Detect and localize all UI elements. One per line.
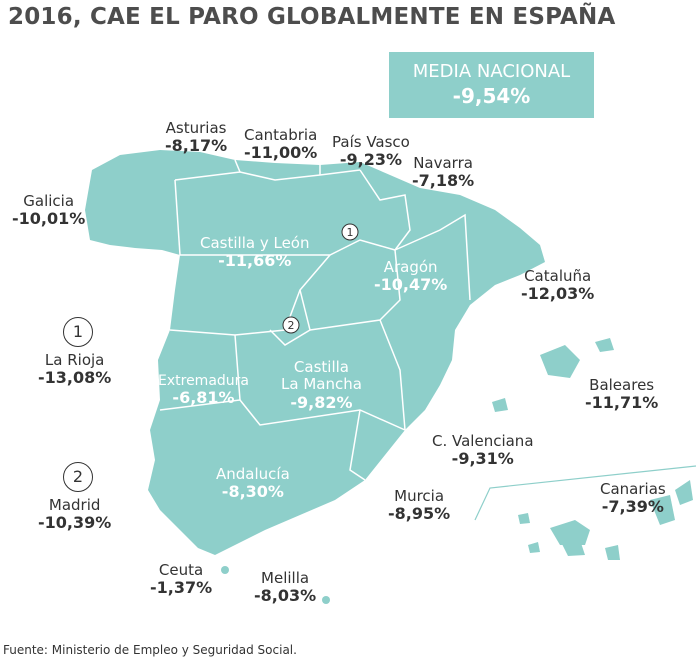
ceuta-dot bbox=[221, 566, 229, 574]
canarias-islands bbox=[518, 480, 693, 560]
label-murcia: Murcia -8,95% bbox=[388, 487, 451, 524]
page-title: 2016, CAE EL PARO GLOBALMENTE EN ESPAÑA bbox=[8, 4, 616, 30]
label-ceuta: Ceuta -1,37% bbox=[150, 561, 213, 598]
label-aragon: Aragón -10,47% bbox=[374, 258, 448, 295]
label-castilla-leon: Castilla y León -11,66% bbox=[200, 234, 310, 271]
madrid-legend-marker: 2 bbox=[63, 462, 93, 492]
label-cataluna: Cataluña -12,03% bbox=[521, 267, 595, 304]
national-average-label: MEDIA NACIONAL bbox=[412, 61, 571, 82]
label-la-rioja: La Rioja -13,08% bbox=[38, 351, 112, 388]
national-average-box: MEDIA NACIONAL -9,54% bbox=[389, 52, 594, 118]
label-asturias: Asturias -8,17% bbox=[165, 119, 228, 156]
label-melilla: Melilla -8,03% bbox=[254, 569, 317, 606]
madrid-map-marker bbox=[282, 316, 300, 334]
label-navarra: Navarra -7,18% bbox=[412, 154, 475, 191]
label-cantabria: Cantabria -11,00% bbox=[244, 126, 318, 163]
label-extremadura: Extremadura -6,81% bbox=[158, 373, 249, 408]
label-pais-vasco: País Vasco -9,23% bbox=[332, 133, 410, 170]
baleares-shape-2 bbox=[595, 338, 614, 352]
la-rioja-map-marker bbox=[341, 223, 359, 241]
label-castilla-mancha: Castilla La Mancha -9,82% bbox=[281, 358, 362, 412]
peninsula-shape bbox=[85, 150, 545, 555]
source-note: Fuente: Ministerio de Empleo y Seguridad… bbox=[3, 643, 297, 657]
melilla-dot bbox=[322, 596, 330, 604]
la-rioja-map-marker-num: 1 bbox=[347, 226, 354, 239]
canarias-frame bbox=[474, 465, 696, 521]
national-average-value: -9,54% bbox=[452, 84, 531, 108]
label-madrid: Madrid -10,39% bbox=[38, 496, 112, 533]
label-canarias: Canarias -7,39% bbox=[600, 480, 666, 517]
label-baleares: Baleares -11,71% bbox=[585, 376, 659, 413]
label-galicia: Galicia -10,01% bbox=[12, 192, 86, 229]
label-c-valenciana: C. Valenciana -9,31% bbox=[432, 432, 534, 469]
label-andalucia: Andalucía -8,30% bbox=[216, 465, 290, 502]
baleares-shape bbox=[540, 345, 580, 378]
baleares-shape-3 bbox=[492, 398, 508, 412]
la-rioja-legend-marker: 1 bbox=[63, 317, 93, 347]
madrid-map-marker-num: 2 bbox=[288, 319, 295, 332]
